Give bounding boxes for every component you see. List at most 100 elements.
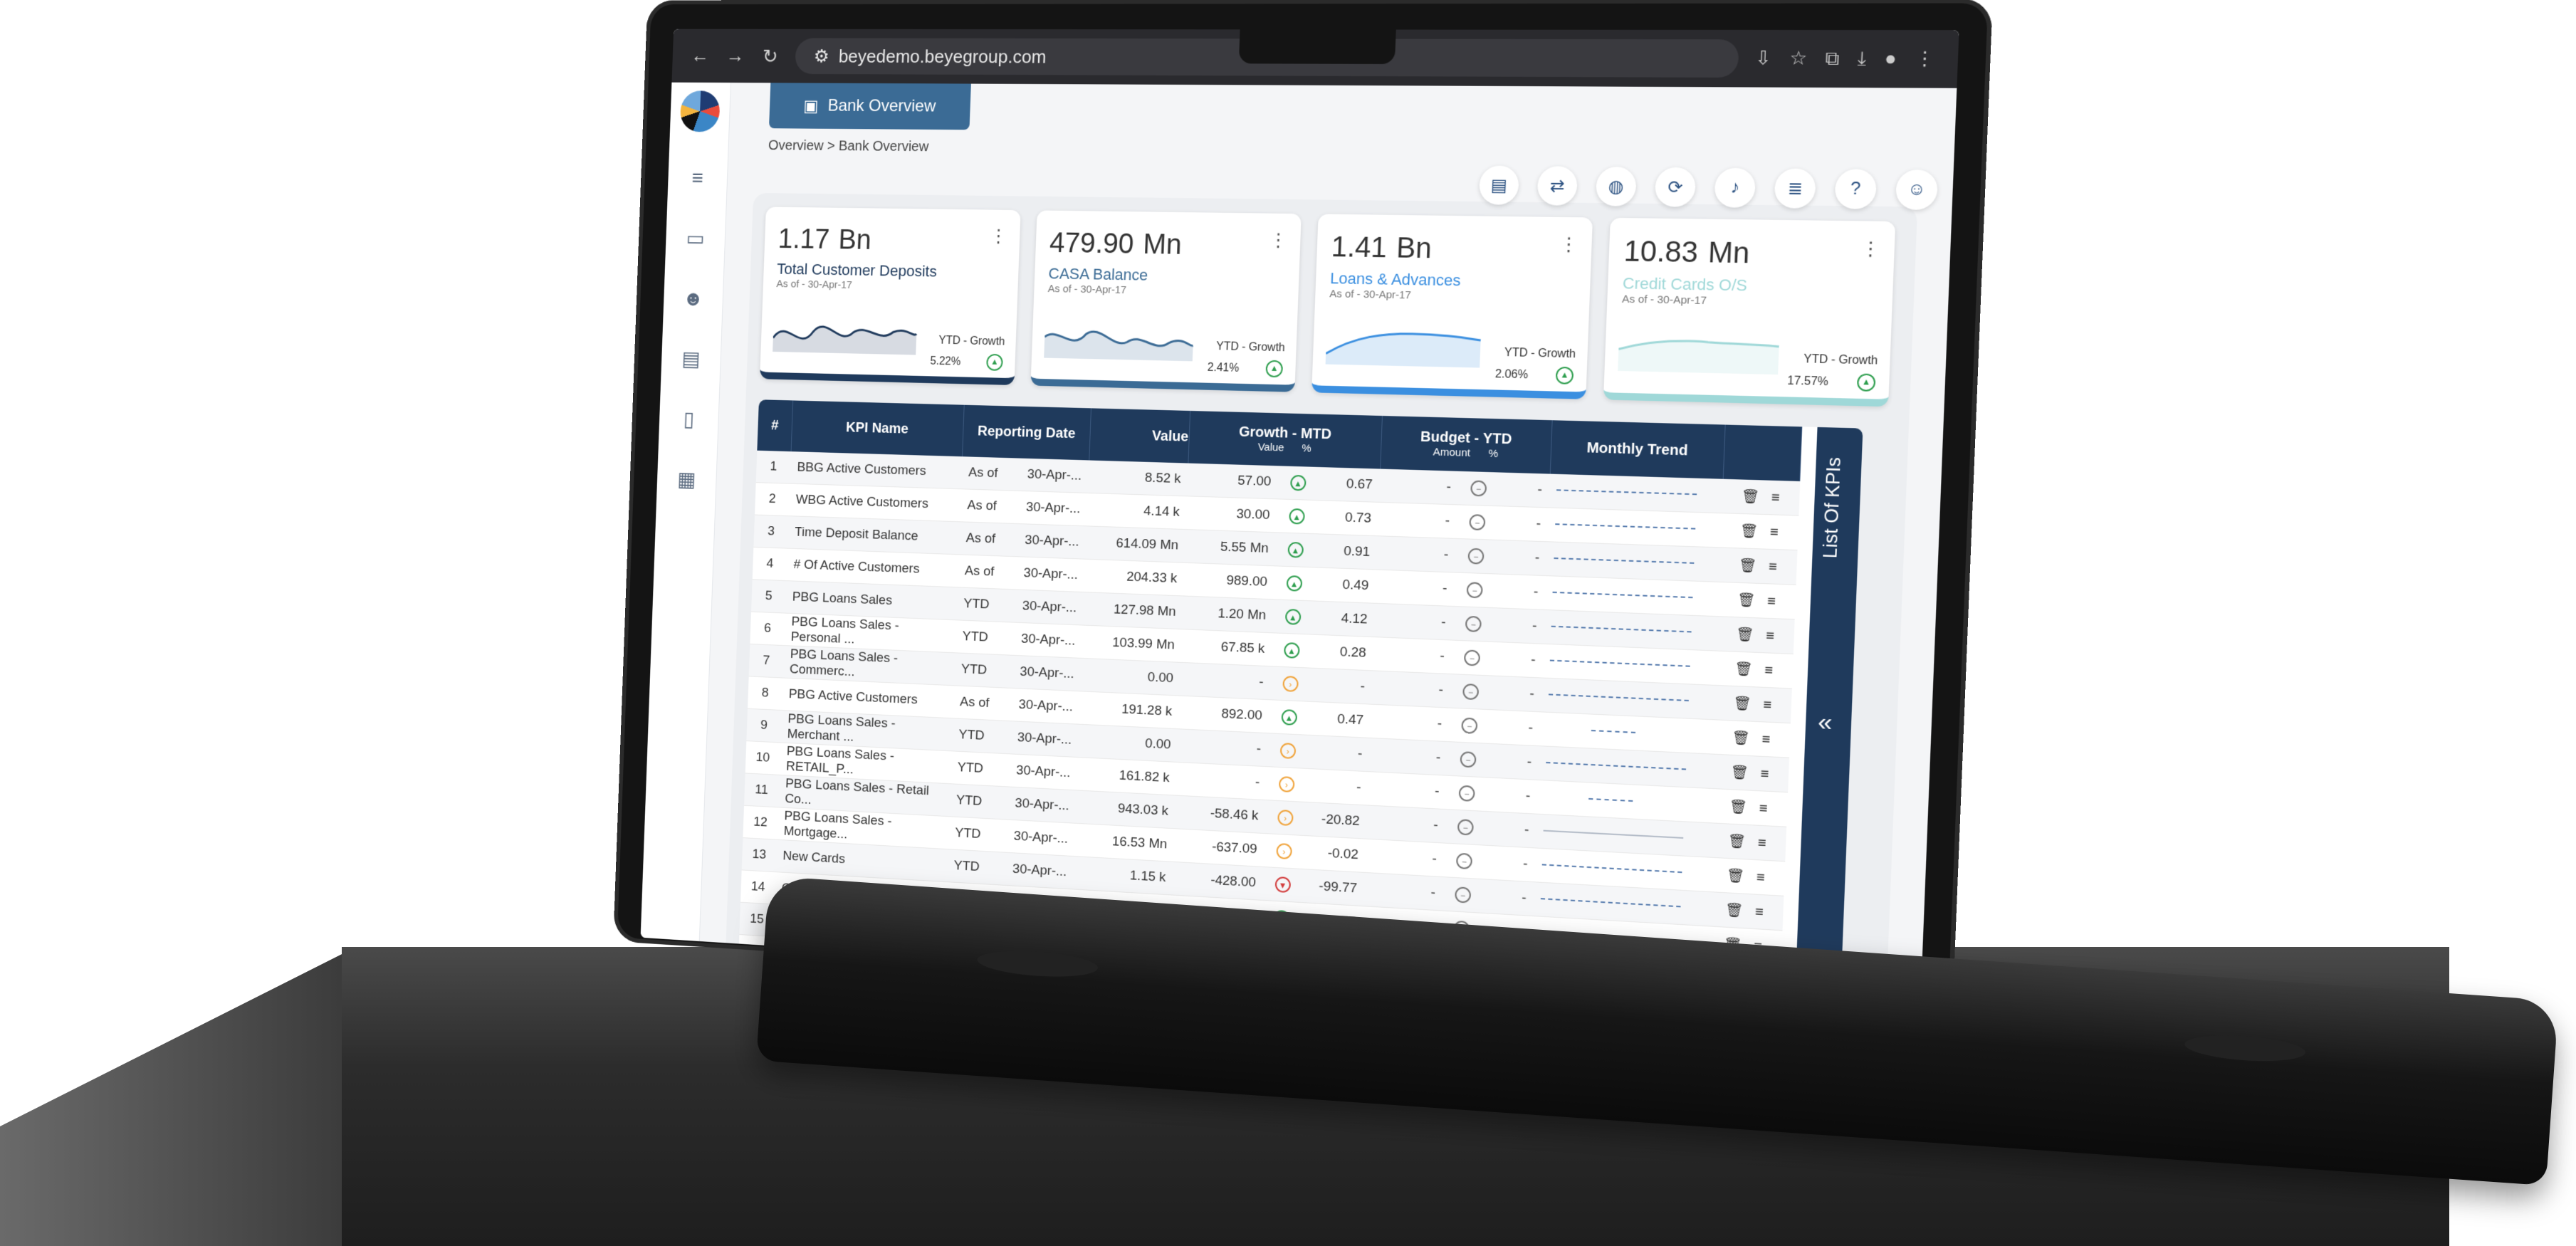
kpi-value: 103.99 Mn	[1082, 625, 1183, 663]
kpi-name[interactable]: BBG Active Customers	[790, 451, 963, 489]
arrow-up-icon: ▲	[1555, 366, 1574, 384]
dashboard-toolbar: ▤ ⇄ ◍ ⟳ ♪ ≣ ? ☺	[1478, 165, 1939, 211]
drag-handle-icon[interactable]: ≡	[1756, 869, 1766, 886]
row-actions: 🗑 ≡	[1705, 891, 1784, 931]
translate-icon[interactable]: ⇄	[1536, 166, 1578, 206]
sparkline	[773, 310, 921, 355]
col-value[interactable]: Value	[1089, 408, 1190, 464]
drag-handle-icon[interactable]: ≡	[1763, 697, 1772, 713]
bell-icon[interactable]: ♪	[1714, 167, 1756, 208]
concrete-block-side	[0, 947, 356, 1246]
drag-handle-icon[interactable]: ≡	[1771, 490, 1781, 506]
drag-handle-icon[interactable]: ≡	[1765, 628, 1775, 644]
more-vertical-icon[interactable]: ⋮	[1559, 233, 1579, 256]
drag-handle-icon[interactable]: ≡	[1766, 593, 1776, 609]
more-vertical-icon[interactable]: ⋮	[1860, 237, 1882, 260]
bookmark-star-icon[interactable]: ☆	[1789, 46, 1808, 69]
money-icon[interactable]: ▤	[681, 347, 701, 371]
refresh-icon[interactable]: ⟳	[1654, 167, 1697, 207]
document-icon[interactable]: ▯	[683, 407, 695, 431]
row-number: 3	[753, 515, 789, 549]
trash-icon[interactable]: 🗑	[1741, 488, 1760, 506]
trash-icon[interactable]: 🗑	[1726, 868, 1745, 885]
kpi-name[interactable]: WBG Active Customers	[788, 483, 961, 522]
col-reporting-date[interactable]: Reporting Date	[962, 404, 1091, 461]
reports-icon[interactable]: ▤	[1478, 165, 1519, 205]
reporting-type: As of	[960, 488, 1018, 524]
budget-amount: -	[1372, 637, 1452, 674]
trash-icon[interactable]: 🗑	[1738, 557, 1757, 575]
trash-icon[interactable]: 🗑	[1737, 592, 1756, 609]
profile-icon[interactable]: ●	[1884, 47, 1897, 70]
more-vertical-icon[interactable]: ⋮	[1269, 229, 1289, 251]
drag-handle-icon[interactable]: ≡	[1754, 904, 1764, 921]
reload-icon[interactable]: ↻	[762, 45, 779, 67]
presentation-icon[interactable]: ▭	[686, 226, 706, 251]
kpi-card[interactable]: 1.41 Bn Loans & Advances As of - 30-Apr-…	[1311, 214, 1593, 399]
kpi-card[interactable]: 1.17 Bn Total Customer Deposits As of - …	[760, 206, 1021, 386]
row-number: 13	[741, 837, 777, 872]
trash-icon[interactable]: 🗑	[1739, 523, 1759, 540]
trash-icon[interactable]: 🗑	[1724, 902, 1744, 919]
chevron-left-icon[interactable]: «	[1817, 708, 1833, 737]
trash-icon[interactable]: 🗑	[1732, 730, 1751, 747]
growth-indicator: ›	[1265, 800, 1307, 836]
more-vertical-icon[interactable]: ⋮	[989, 225, 1008, 247]
company-logo[interactable]	[679, 90, 721, 132]
growth-value: 5.22%	[929, 355, 961, 368]
drag-handle-icon[interactable]: ≡	[1769, 524, 1779, 540]
user-icon[interactable]: ☺	[1895, 169, 1939, 211]
trash-icon[interactable]: 🗑	[1733, 696, 1752, 713]
col-growth-mtd[interactable]: Growth - MTD Value %	[1188, 410, 1383, 469]
sparkline-area	[1044, 330, 1194, 362]
browser-menu-icon[interactable]: ⋮	[1914, 47, 1936, 70]
minus-circle-icon: −	[1457, 819, 1474, 836]
drag-handle-icon[interactable]: ≡	[1760, 766, 1769, 782]
growth-value: -428.00	[1172, 862, 1264, 901]
reporting-type: As of	[957, 554, 1016, 590]
trash-icon[interactable]: 🗑	[1729, 799, 1748, 816]
growth-percent: 0.91	[1314, 533, 1378, 570]
site-info-icon[interactable]: ⚙	[813, 45, 830, 66]
row-actions: 🗑 ≡	[1720, 513, 1799, 550]
users-icon[interactable]: ☻	[682, 287, 704, 310]
menu-icon[interactable]: ≡	[691, 167, 704, 190]
trend-sparkline	[1555, 523, 1696, 531]
kpi-value: 0.00	[1077, 724, 1179, 763]
kpi-card[interactable]: 10.83 Mn Credit Cards O/S As of - 30-Apr…	[1603, 217, 1896, 407]
col-budget-ytd[interactable]: Budget - YTD Amount %	[1380, 416, 1552, 474]
drag-handle-icon[interactable]: ≡	[1757, 835, 1767, 852]
page-tab[interactable]: ▣ Bank Overview	[768, 83, 971, 130]
extensions-icon[interactable]: ⧉	[1825, 46, 1841, 70]
growth-up-icon: ▲	[1284, 608, 1302, 625]
database-icon[interactable]: ≣	[1774, 168, 1816, 209]
trash-icon[interactable]: 🗑	[1734, 661, 1754, 678]
clipboard-icon[interactable]: ▦	[676, 468, 696, 491]
kpi-card[interactable]: 479.90 Mn CASA Balance As of - 30-Apr-17…	[1030, 210, 1302, 392]
back-icon[interactable]: ←	[690, 44, 710, 66]
budget-percent: -	[1486, 777, 1539, 815]
drag-handle-icon[interactable]: ≡	[1761, 731, 1771, 748]
reporting-type: As of	[960, 456, 1020, 491]
row-number: 7	[748, 644, 784, 679]
drag-handle-icon[interactable]: ≡	[1759, 800, 1768, 817]
kpi-card-value: 1.17 Bn	[777, 218, 1007, 259]
drag-handle-icon[interactable]: ≡	[1764, 662, 1774, 679]
download-icon[interactable]: ⤓	[1857, 46, 1867, 70]
drag-handle-icon[interactable]: ≡	[1768, 559, 1778, 575]
forward-icon[interactable]: →	[725, 44, 745, 66]
globe-icon[interactable]: ◍	[1595, 167, 1637, 206]
budget-amount: -	[1378, 502, 1458, 539]
growth-up-icon: ▲	[1287, 541, 1304, 558]
reporting-type: YTD	[950, 750, 1008, 787]
budget-amount: -	[1370, 704, 1450, 742]
trash-icon[interactable]: 🗑	[1727, 833, 1747, 850]
trash-icon[interactable]: 🗑	[1735, 627, 1755, 644]
growth-percent: 0.49	[1313, 567, 1377, 604]
trash-icon[interactable]: 🗑	[1730, 765, 1749, 782]
install-icon[interactable]: ⇩	[1754, 46, 1772, 69]
breadcrumb: Overview > Bank Overview	[768, 137, 929, 155]
budget-indicator: −	[1450, 674, 1492, 710]
help-icon[interactable]: ?	[1834, 169, 1878, 209]
col-kpi-name[interactable]: KPI Name	[790, 400, 965, 457]
